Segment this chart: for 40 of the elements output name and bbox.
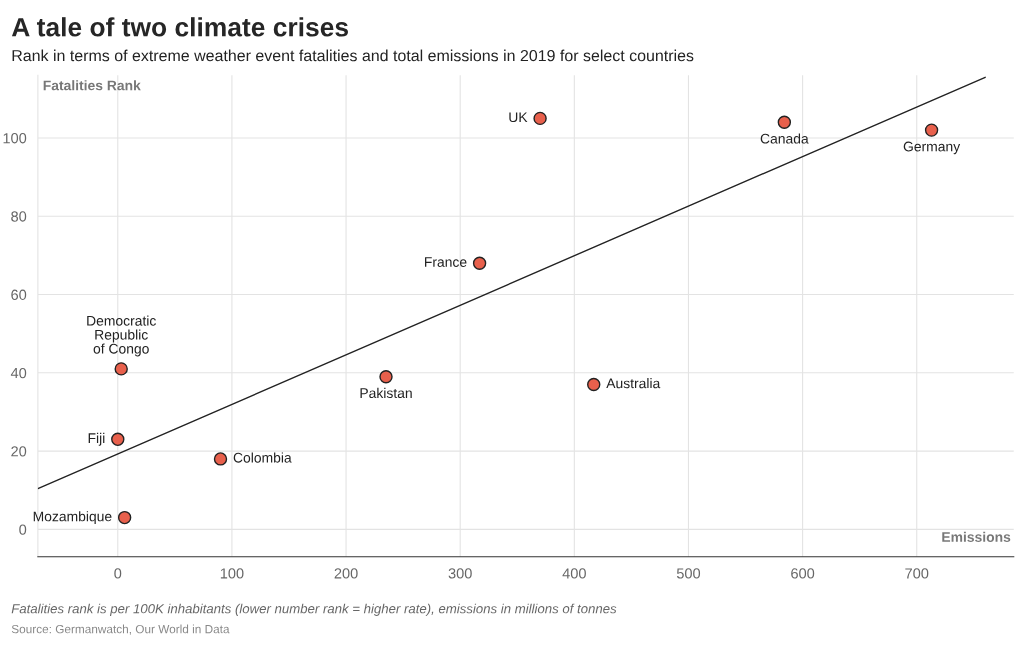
annotation: Democratic Republic of Congo [87, 315, 156, 357]
annotation: UK [509, 112, 528, 123]
annotation: Mozambique [33, 511, 112, 525]
annotation: Pakistan [360, 387, 412, 399]
x-tick-label: 700 [905, 568, 929, 579]
x-tick-label: 600 [791, 568, 815, 579]
x-tick-label: 500 [676, 568, 701, 579]
annotation: Australia [606, 378, 661, 389]
y-tick-label: 60 [11, 289, 27, 300]
x-tick-label: 200 [334, 568, 358, 579]
y-axis-title: Fatalities Rank [43, 80, 141, 91]
x-tick-label: 0 [114, 568, 122, 579]
annotation: Canada [760, 133, 809, 144]
point [587, 377, 601, 392]
y-tick-label: 80 [11, 211, 27, 222]
point [379, 369, 393, 384]
point [117, 510, 132, 525]
source-note: Source: Germanwatch, Our World in Data [11, 624, 230, 635]
x-tick-label: 300 [448, 568, 472, 579]
annotation: France [425, 257, 467, 267]
annotation: Colombia [233, 452, 292, 463]
annotation: Germany [903, 141, 961, 155]
y-tick-label: 100 [3, 133, 27, 144]
y-tick-label: 0 [19, 524, 27, 535]
point [533, 111, 547, 126]
x-tick-label: 400 [562, 568, 586, 579]
point [213, 452, 228, 466]
text: Fatalities rank is per 100K inhabitants (lower number rank = higher rate), emissions in millions of tonnes [11, 603, 617, 616]
x-axis-title: Emissions [942, 531, 1011, 542]
point [777, 115, 792, 130]
annotation: Fiji [88, 432, 105, 446]
point [924, 123, 939, 137]
chart-subtitle: Rank in terms of extreme weather event fatalities and total emissions in 2019 for select countries [12, 49, 694, 62]
chart-title: A tale of two climate crises [11, 17, 348, 37]
point [472, 256, 487, 270]
point [111, 432, 125, 447]
x-tick-label: 100 [220, 568, 244, 579]
y-tick-label: 40 [10, 367, 27, 379]
y-tick-label: 20 [11, 446, 27, 457]
point [114, 362, 128, 376]
